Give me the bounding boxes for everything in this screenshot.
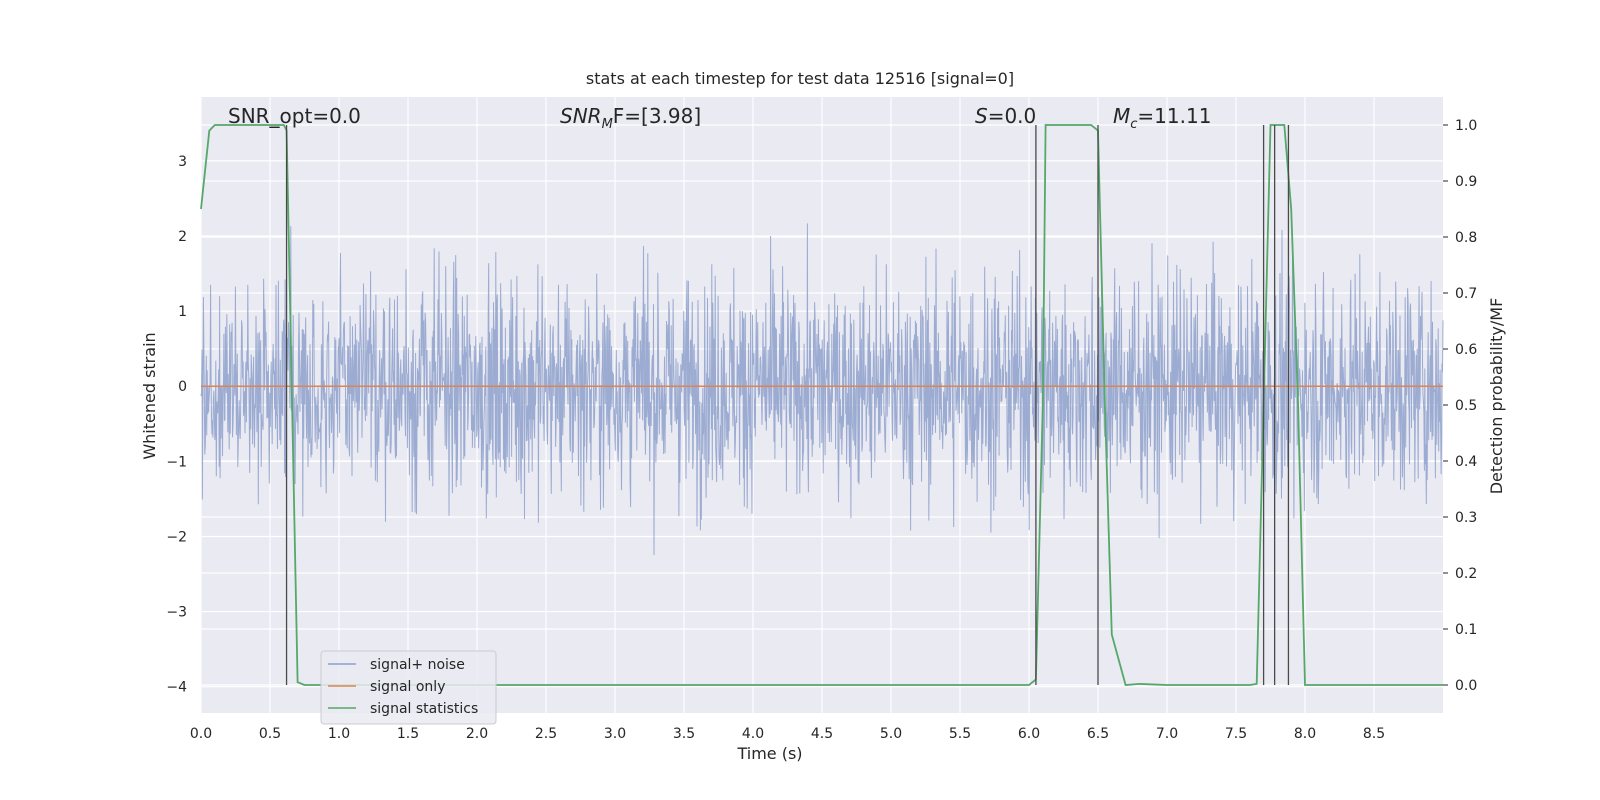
x-tick-label: 5.5 (949, 726, 971, 742)
x-tick-label: 7.0 (1156, 726, 1178, 742)
x-axis-label: Time (s) (736, 744, 802, 763)
y2-tick-label: 0.1 (1455, 622, 1477, 638)
y-tick-label: 3 (178, 154, 187, 170)
y2-tick-label: 1.0 (1455, 118, 1477, 134)
x-tick-label: 4.0 (742, 726, 764, 742)
y-tick-label: 0 (178, 379, 187, 395)
y-tick-label: 2 (178, 229, 187, 245)
y-tick-label: −4 (166, 680, 187, 696)
legend: signal+ noise signal only signal statist… (320, 650, 497, 725)
annotation-s: S=0.0 (975, 104, 1036, 128)
x-tick-label: 8.5 (1363, 726, 1385, 742)
x-tick-label: 0.5 (259, 726, 281, 742)
x-tick-label: 7.5 (1225, 726, 1247, 742)
x-tick-label: 6.0 (1018, 726, 1040, 742)
y2-tick-label: 0.2 (1455, 566, 1477, 582)
legend-label-noise: signal+ noise (370, 657, 465, 673)
y-tick-label: −1 (166, 454, 187, 470)
y2-tick-label: 0.4 (1455, 454, 1477, 470)
y2-tick-label: 0.3 (1455, 510, 1477, 526)
y2-tick-label: 0.0 (1455, 678, 1477, 694)
y-tick-label: 1 (178, 304, 187, 320)
series-signal-statistics (200, 124, 1443, 686)
x-tick-label: 4.5 (811, 726, 833, 742)
y2-tick-label: 0.9 (1455, 174, 1477, 190)
chart-title: stats at each timestep for test data 125… (586, 69, 1014, 88)
x-tick-label: 1.5 (397, 726, 419, 742)
legend-label-statistics: signal statistics (370, 701, 478, 717)
series-signal-noise (200, 223, 1444, 556)
x-tick-label: 6.5 (1087, 726, 1109, 742)
legend-box (320, 650, 497, 725)
y-tick-label: −3 (166, 605, 187, 621)
x-tick-label: 2.5 (535, 726, 557, 742)
y2-axis-label: Detection probability/MF (1487, 298, 1506, 495)
x-tick-label: 5.0 (880, 726, 902, 742)
x-tick-label: 3.0 (604, 726, 626, 742)
legend-label-signal: signal only (370, 679, 445, 695)
y-axis-label: Whitened strain (140, 332, 159, 459)
annotation-snr-opt: SNR_opt=0.0 (228, 104, 361, 128)
y2-tick-label: 0.8 (1455, 230, 1477, 246)
x-tick-label: 1.0 (328, 726, 350, 742)
x-tick-label: 0.0 (190, 726, 212, 742)
annotation-mc: Mc=11.11 (1113, 104, 1211, 132)
annotation-snr-mf: SNRMF=[3.98] (560, 104, 701, 132)
y-tick-label: −2 (166, 529, 187, 545)
x-tick-label: 8.0 (1294, 726, 1316, 742)
y2-tick-label: 0.7 (1455, 286, 1477, 302)
x-tick-label: 3.5 (673, 726, 695, 742)
y2-tick-label: 0.5 (1455, 398, 1477, 414)
x-tick-label: 2.0 (466, 726, 488, 742)
y2-tick-label: 0.6 (1455, 342, 1477, 358)
